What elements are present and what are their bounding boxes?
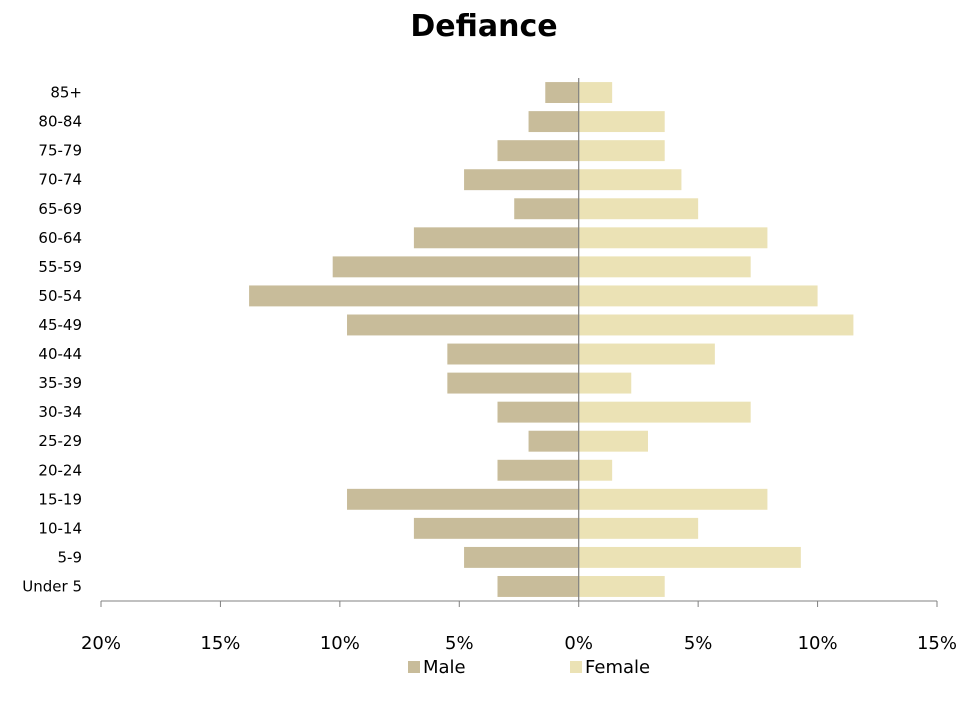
- bar-male-70-74: [464, 169, 579, 191]
- category-label: Under 5: [22, 577, 82, 595]
- category-label: 65-69: [38, 200, 82, 218]
- bar-male-20-24: [497, 459, 579, 481]
- legend-swatch-female: [570, 661, 582, 673]
- bar-male-30-34: [497, 401, 579, 423]
- legend-label-female: Female: [585, 657, 650, 678]
- bar-female-35-39: [578, 372, 632, 394]
- x-axis: 20% 15% 10% 5% 0% 5% 10% 15%: [81, 78, 957, 654]
- category-label: 50-54: [38, 287, 82, 305]
- x-tick-label: 5%: [684, 633, 713, 654]
- bar-female-55-59: [578, 256, 751, 278]
- bar-male-50-54: [249, 285, 579, 307]
- category-label: 35-39: [38, 374, 82, 392]
- bar-male-15-19: [347, 488, 579, 510]
- category-label: 25-29: [38, 432, 82, 450]
- legend-label-male: Male: [423, 657, 466, 678]
- category-label: 75-79: [38, 142, 82, 160]
- bar-female-20-24: [578, 459, 613, 481]
- bar-male-5-9: [464, 546, 579, 568]
- bar-female-45-49: [578, 314, 854, 336]
- category-label: 40-44: [38, 345, 82, 363]
- category-label: 30-34: [38, 403, 82, 421]
- x-tick-label: 15%: [917, 633, 957, 654]
- bar-male-80-84: [528, 111, 579, 133]
- legend: Male Female: [408, 657, 650, 678]
- bar-female-60-64: [578, 227, 768, 249]
- category-label: 60-64: [38, 229, 82, 247]
- x-tick-label: 5%: [445, 633, 474, 654]
- bar-female-75-79: [578, 140, 665, 162]
- category-label: 85+: [50, 84, 82, 102]
- category-label: 5-9: [58, 548, 83, 566]
- bar-female-15-19: [578, 488, 768, 510]
- category-labels: Under 5 5-9 10-14 15-19 20-24 25-29 30-34 35-39…: [22, 84, 82, 596]
- bar-female-10-14: [578, 517, 699, 539]
- category-label: 55-59: [38, 258, 82, 276]
- bar-female-70-74: [578, 169, 682, 191]
- bar-male-55-59: [332, 256, 579, 278]
- x-tick-label: 20%: [81, 633, 121, 654]
- bar-male-10-14: [413, 517, 579, 539]
- bar-female-40-44: [578, 343, 715, 365]
- chart-title: Defiance: [410, 9, 557, 44]
- legend-swatch-male: [408, 661, 420, 673]
- bar-female-25-29: [578, 430, 648, 452]
- x-tick-label: 10%: [798, 633, 838, 654]
- category-label: 15-19: [38, 490, 82, 508]
- bar-male-45-49: [347, 314, 579, 336]
- category-label: 10-14: [38, 519, 82, 537]
- bar-female-30-34: [578, 401, 751, 423]
- category-label: 70-74: [38, 171, 82, 189]
- x-tick-label: 15%: [200, 633, 240, 654]
- category-label: 45-49: [38, 316, 82, 334]
- category-label: 20-24: [38, 461, 82, 479]
- bar-male-25-29: [528, 430, 579, 452]
- bar-female-under-5: [578, 576, 665, 597]
- bars-group: [249, 82, 854, 597]
- bar-female-80-84: [578, 111, 665, 133]
- bar-female-50-54: [578, 285, 818, 307]
- bar-male-35-39: [447, 372, 579, 394]
- bar-female-65-69: [578, 198, 699, 220]
- bar-female-5-9: [578, 546, 801, 568]
- bar-male-under-5: [497, 576, 579, 597]
- bar-male-65-69: [514, 198, 579, 220]
- bar-female-85+: [578, 82, 613, 103]
- bar-male-40-44: [447, 343, 579, 365]
- x-tick-label: 10%: [320, 633, 360, 654]
- bar-male-85+: [545, 82, 579, 103]
- bar-male-75-79: [497, 140, 579, 162]
- bar-male-60-64: [413, 227, 579, 249]
- category-label: 80-84: [38, 113, 82, 131]
- x-tick-label: 0%: [564, 633, 593, 654]
